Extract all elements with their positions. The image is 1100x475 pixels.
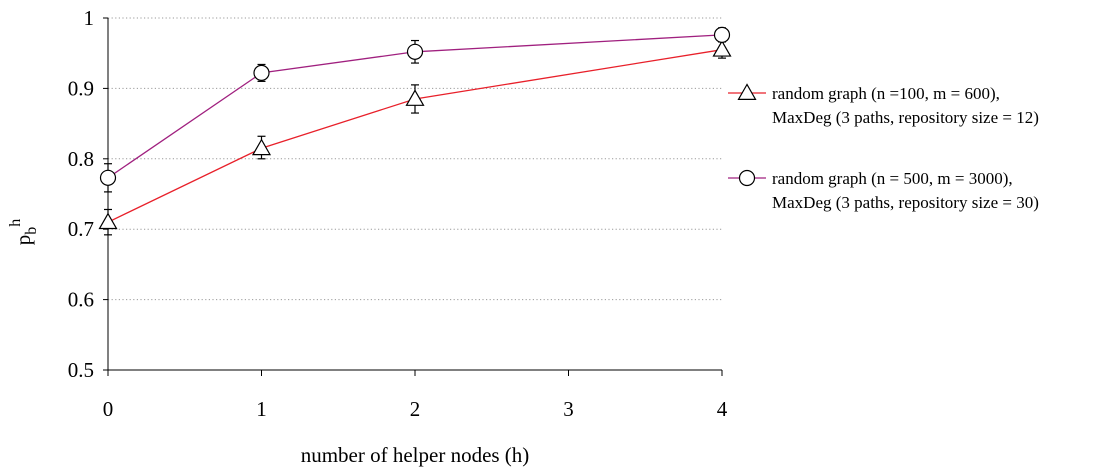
legend-label: random graph (n =100, m = 600), [772,84,1000,103]
y-tick-label: 0.7 [68,217,94,241]
x-tick-label: 3 [563,397,574,421]
legend-entry-1: random graph (n =100, m = 600), MaxDeg (3… [728,83,1039,127]
triangle-marker [98,212,118,230]
series-2 [99,26,731,193]
legend-label: random graph (n = 500, m = 3000), [772,169,1013,188]
y-tick-label: 0.5 [68,358,94,382]
y-tick-label: 1 [84,6,95,30]
circle-marker [713,26,731,43]
circle-marker [738,169,756,187]
x-tick-label: 0 [103,397,114,421]
triangle-marker [251,138,272,156]
y-tick-label: 0.8 [68,147,94,171]
circle-marker [253,64,270,82]
axes [107,18,722,371]
y-axis-label: pbh [7,219,40,246]
triangle-marker [405,89,425,106]
x-tick-label: 4 [717,397,728,421]
legend: random graph (n =100, m = 600), MaxDeg (3… [728,83,1039,212]
series-line [107,49,723,223]
y-tick-label: 0.9 [68,76,94,100]
x-ticks: 0 1 2 3 4 [103,370,728,421]
y-tick-label: 0.6 [68,288,94,312]
x-tick-label: 2 [410,397,421,421]
x-axis-label: number of helper nodes (h) [301,443,530,467]
x-tick-label: 1 [256,397,267,421]
legend-label: MaxDeg (3 paths, repository size = 30) [772,193,1039,212]
series [98,26,732,236]
legend-entry-2: random graph (n = 500, m = 3000), MaxDeg … [728,169,1039,212]
triangle-marker [737,83,757,100]
y-axis-label-main: p [11,235,35,246]
circle-marker [406,43,424,60]
series-line [107,34,723,179]
legend-label: MaxDeg (3 paths, repository size = 12) [772,108,1039,127]
y-axis-label-sup: h [7,219,24,227]
triangle-marker [712,39,732,57]
series-1 [98,39,732,236]
y-ticks: 0.5 0.6 0.7 0.8 0.9 1 [68,6,108,382]
circle-marker [99,169,117,186]
y-axis-label-sub: b [23,227,40,235]
